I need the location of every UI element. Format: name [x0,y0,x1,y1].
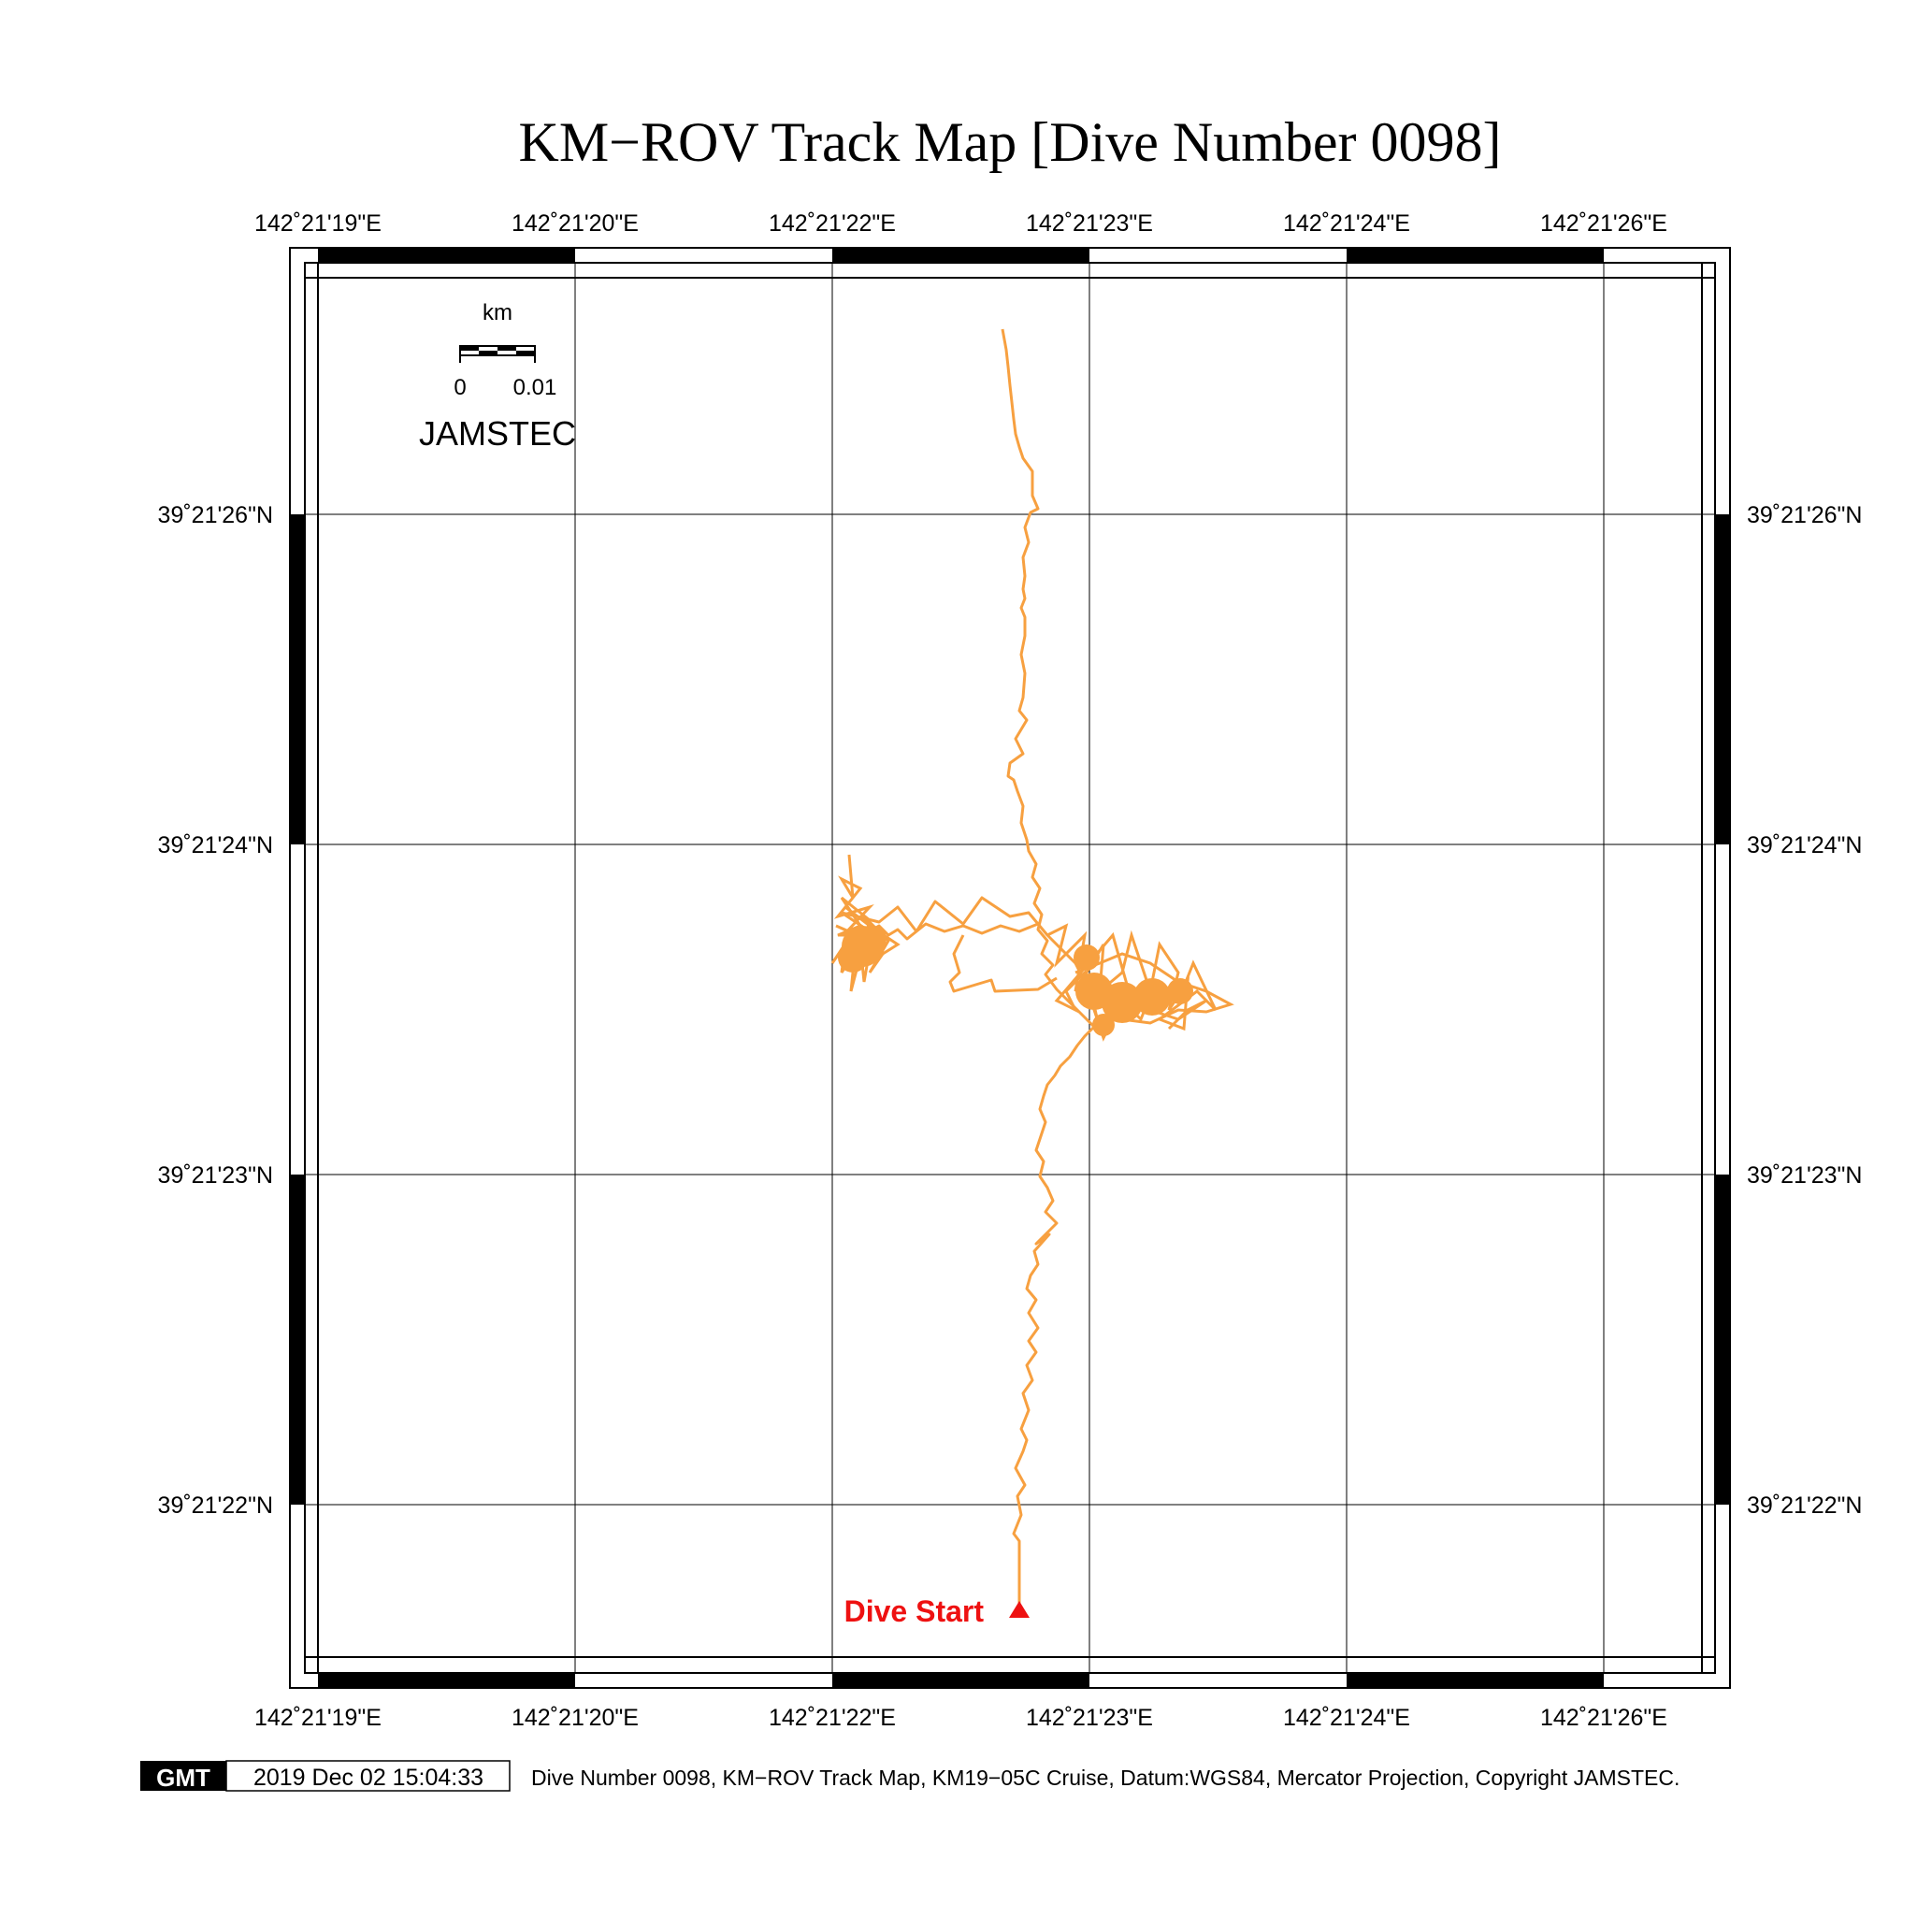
lon-label: 142˚21'20"E [512,1705,639,1731]
lat-label: 39˚21'23"N [1747,1162,1862,1189]
scale-end-label: 0.01 [513,375,557,400]
lon-labels-top: 142˚21'19"E 142˚21'20"E 142˚21'22"E 142˚… [254,210,1667,237]
lon-label: 142˚21'23"E [1026,1705,1153,1731]
lat-label: 39˚21'24"N [158,832,273,858]
lat-label: 39˚21'23"N [158,1162,273,1189]
lon-label: 142˚21'20"E [512,210,639,237]
map-title: KM−ROV Track Map [Dive Number 0098] [519,111,1502,173]
scale-bar: km 0 0.01 [454,300,556,400]
track-cluster-east [1046,923,1234,1042]
lat-label: 39˚21'24"N [1747,832,1862,858]
gmt-logo-text: GMT [156,1764,210,1792]
lon-label: 142˚21'24"E [1283,1705,1410,1731]
footer-timestamp: 2019 Dec 02 15:04:33 [253,1765,483,1791]
track-cluster-west [830,854,901,992]
track-line [948,934,1058,993]
lon-label: 142˚21'26"E [1540,1705,1667,1731]
track-line [1012,1025,1096,1615]
lon-label: 142˚21'26"E [1540,210,1667,237]
lon-label: 142˚21'22"E [769,1705,896,1731]
map-frame [289,247,1731,1689]
dive-start-marker [1009,1601,1030,1618]
lon-label: 142˚21'23"E [1026,210,1153,237]
lat-label: 39˚21'26"N [1747,502,1862,528]
lat-labels-right: 39˚21'26"N 39˚21'24"N 39˚21'23"N 39˚21'2… [1747,502,1862,1519]
lon-label: 142˚21'24"E [1283,210,1410,237]
gmt-logo [140,1761,226,1791]
lat-label: 39˚21'26"N [158,502,273,528]
organization-label: JAMSTEC [419,414,576,453]
rov-track [840,328,1102,1615]
footer: GMT 2019 Dec 02 15:04:33 Dive Number 009… [140,1760,1680,1792]
scale-unit: km [483,300,512,325]
lat-label: 39˚21'22"N [158,1492,273,1519]
footer-caption: Dive Number 0098, KM−ROV Track Map, KM19… [531,1766,1680,1790]
lon-label: 142˚21'19"E [254,1705,382,1731]
lon-label: 142˚21'22"E [769,210,896,237]
graticule [305,263,1715,1673]
lon-labels-bottom: 142˚21'19"E 142˚21'20"E 142˚21'22"E 142˚… [254,1705,1667,1731]
lat-labels-left: 39˚21'26"N 39˚21'24"N 39˚21'23"N 39˚21'2… [158,502,273,1519]
track-line [1001,328,1096,1029]
lat-label: 39˚21'22"N [1747,1492,1862,1519]
scale-start-label: 0 [454,375,466,400]
dive-start-label: Dive Start [844,1594,985,1628]
lon-label: 142˚21'19"E [254,210,382,237]
